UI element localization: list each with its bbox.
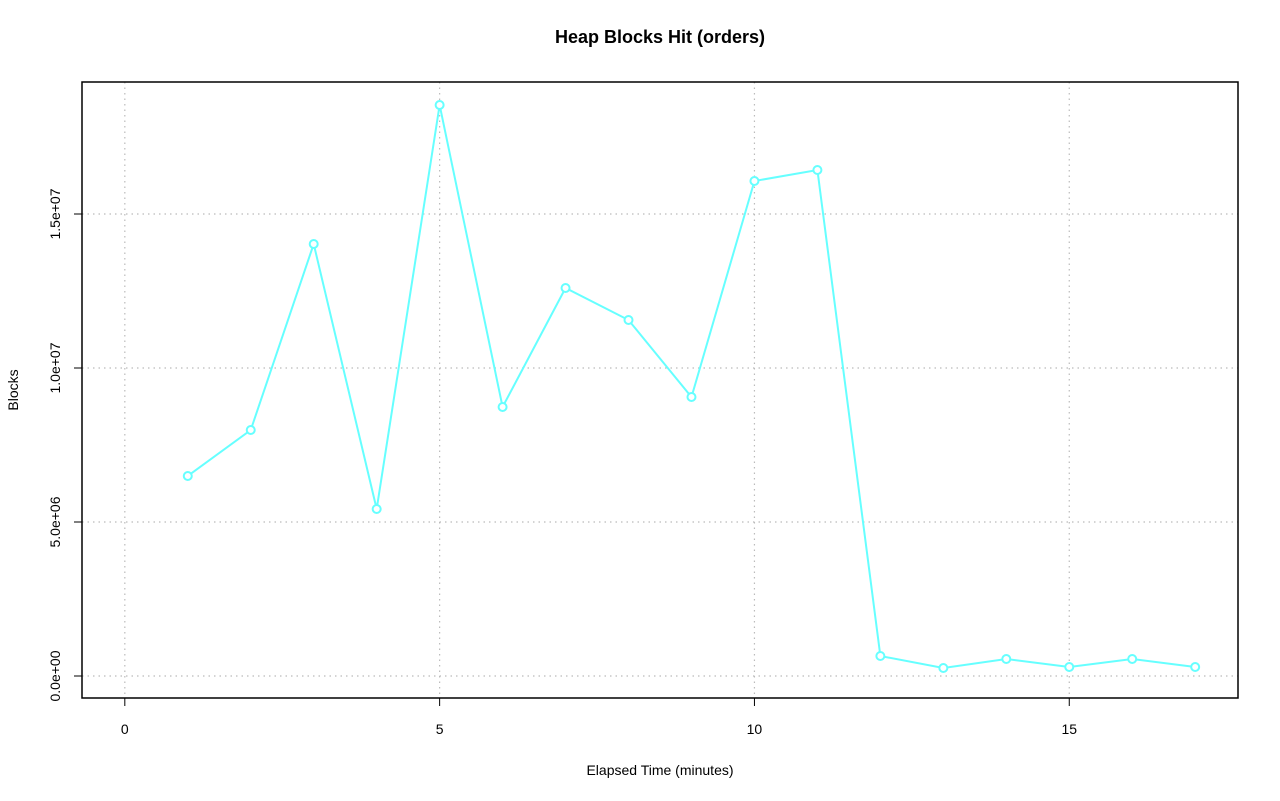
data-point xyxy=(749,176,760,187)
data-point xyxy=(245,425,256,436)
x-tick-label: 0 xyxy=(121,721,129,737)
x-tick-label: 10 xyxy=(747,721,763,737)
data-point xyxy=(938,663,949,674)
data-point xyxy=(1001,654,1012,665)
y-tick-label: 0.0e+00 xyxy=(47,650,63,701)
data-point xyxy=(1190,662,1201,673)
x-axis-label: Elapsed Time (minutes) xyxy=(586,762,733,778)
data-point xyxy=(371,504,382,515)
data-point xyxy=(308,239,319,250)
chart-title: Heap Blocks Hit (orders) xyxy=(555,27,765,47)
data-point xyxy=(497,402,508,413)
x-tick-label: 15 xyxy=(1061,721,1077,737)
data-point xyxy=(623,315,634,326)
y-tick-label: 1.5e+07 xyxy=(47,188,63,239)
plot-frame xyxy=(81,81,1239,699)
y-tick-label: 1.0e+07 xyxy=(47,342,63,393)
y-tick-label: 5.0e+06 xyxy=(47,496,63,547)
data-point xyxy=(434,100,445,111)
y-axis-label: Blocks xyxy=(5,369,21,410)
data-point xyxy=(812,164,823,175)
grid xyxy=(82,82,1238,698)
data-point xyxy=(1064,662,1075,673)
data-point xyxy=(875,651,886,662)
data-point xyxy=(1127,654,1138,665)
plot-area xyxy=(182,100,1201,674)
data-point xyxy=(182,470,193,481)
data-point xyxy=(686,392,697,403)
x-tick-label: 5 xyxy=(436,721,444,737)
data-point xyxy=(560,283,571,294)
